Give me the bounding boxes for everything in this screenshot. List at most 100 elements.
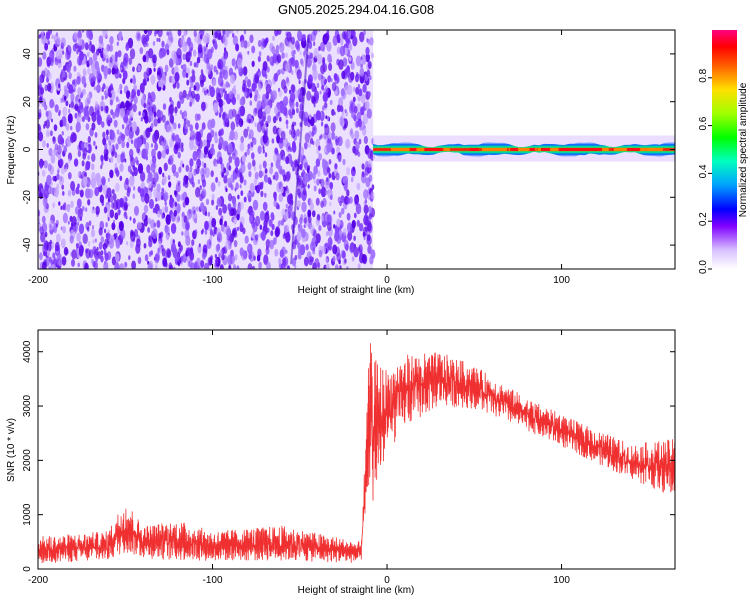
noise-blob bbox=[115, 253, 120, 263]
noise-blob bbox=[69, 215, 73, 222]
noise-blob bbox=[319, 178, 322, 184]
noise-blob bbox=[290, 128, 296, 139]
noise-blob bbox=[251, 152, 255, 160]
noise-blob bbox=[60, 226, 63, 231]
noise-blob bbox=[60, 97, 63, 103]
noise-blob bbox=[43, 160, 48, 169]
noise-blob bbox=[118, 209, 121, 214]
noise-blob bbox=[156, 183, 161, 192]
noise-blob bbox=[129, 148, 134, 158]
noise-blob bbox=[49, 130, 53, 137]
noise-blob bbox=[269, 166, 273, 175]
noise-blob bbox=[42, 243, 48, 255]
noise-blob bbox=[303, 217, 307, 224]
noise-blob bbox=[359, 249, 363, 256]
noise-blob bbox=[191, 69, 195, 75]
noise-blob bbox=[53, 228, 56, 233]
noise-blob bbox=[301, 34, 306, 42]
noise-blob bbox=[247, 50, 250, 55]
noise-blob bbox=[82, 147, 88, 157]
noise-blob bbox=[129, 109, 134, 119]
noise-blob bbox=[133, 138, 139, 149]
noise-blob bbox=[269, 56, 275, 66]
noise-blob bbox=[353, 243, 356, 249]
noise-blob bbox=[123, 58, 127, 66]
x-tick-label: -100 bbox=[203, 575, 223, 586]
noise-blob bbox=[336, 218, 341, 228]
noise-blob bbox=[47, 132, 50, 137]
noise-blob bbox=[90, 163, 95, 171]
noise-blob bbox=[315, 233, 321, 244]
noise-blob bbox=[113, 119, 118, 128]
noise-blob bbox=[279, 168, 283, 175]
noise-blob bbox=[216, 69, 219, 75]
noise-blob bbox=[159, 47, 163, 52]
noise-blob bbox=[121, 140, 125, 149]
noise-blob bbox=[235, 43, 240, 52]
noise-blob bbox=[294, 59, 299, 69]
noise-blob bbox=[276, 153, 282, 163]
noise-blob bbox=[228, 264, 232, 269]
noise-blob bbox=[213, 65, 217, 73]
spectrogram-signal-band bbox=[373, 135, 675, 162]
noise-blob bbox=[234, 156, 240, 168]
noise-blob bbox=[321, 84, 324, 91]
noise-blob bbox=[120, 66, 123, 71]
noise-blob bbox=[315, 93, 318, 98]
noise-blob bbox=[66, 50, 71, 60]
noise-blob bbox=[267, 115, 272, 124]
noise-blob bbox=[304, 162, 309, 171]
noise-blob bbox=[141, 111, 145, 118]
noise-blob bbox=[71, 259, 75, 267]
noise-blob bbox=[143, 218, 148, 227]
noise-blob bbox=[225, 81, 229, 88]
noise-blob bbox=[236, 226, 240, 232]
noise-blob bbox=[285, 76, 290, 84]
noise-blob bbox=[62, 71, 66, 78]
noise-blob bbox=[162, 103, 167, 110]
noise-blob bbox=[212, 78, 217, 87]
noise-blob bbox=[214, 253, 218, 259]
noise-blob bbox=[54, 57, 57, 62]
noise-blob bbox=[231, 58, 236, 67]
noise-blob bbox=[359, 208, 362, 213]
noise-blob bbox=[158, 232, 162, 239]
noise-blob bbox=[361, 163, 365, 170]
noise-blob bbox=[352, 36, 358, 47]
noise-blob bbox=[81, 160, 85, 167]
noise-blob bbox=[303, 224, 306, 229]
noise-blob bbox=[136, 89, 141, 97]
noise-blob bbox=[341, 207, 345, 215]
noise-blob bbox=[214, 131, 218, 137]
noise-blob bbox=[161, 71, 167, 81]
noise-blob bbox=[335, 89, 338, 96]
noise-blob bbox=[249, 182, 255, 193]
noise-blob bbox=[91, 122, 96, 131]
noise-blob bbox=[108, 139, 111, 145]
noise-blob bbox=[350, 61, 355, 70]
noise-blob bbox=[177, 30, 182, 37]
noise-blob bbox=[279, 249, 285, 258]
noise-blob bbox=[350, 130, 353, 135]
noise-blob bbox=[298, 248, 301, 253]
noise-blob bbox=[52, 202, 56, 209]
noise-blob bbox=[297, 88, 303, 99]
noise-blob bbox=[161, 195, 164, 200]
noise-blob bbox=[199, 34, 203, 40]
noise-blob bbox=[56, 36, 61, 46]
noise-blob bbox=[184, 179, 189, 189]
noise-blob bbox=[112, 193, 117, 201]
noise-blob bbox=[49, 239, 52, 245]
noise-blob bbox=[327, 167, 331, 174]
noise-blob bbox=[106, 187, 112, 199]
noise-blob bbox=[40, 187, 44, 194]
noise-blob bbox=[90, 177, 97, 189]
noise-blob bbox=[231, 30, 234, 34]
noise-blob bbox=[170, 223, 177, 234]
noise-blob bbox=[195, 82, 197, 87]
noise-blob bbox=[132, 193, 136, 199]
noise-blob bbox=[38, 75, 43, 84]
noise-blob bbox=[306, 90, 312, 101]
noise-blob bbox=[316, 178, 320, 186]
noise-blob bbox=[88, 220, 92, 226]
